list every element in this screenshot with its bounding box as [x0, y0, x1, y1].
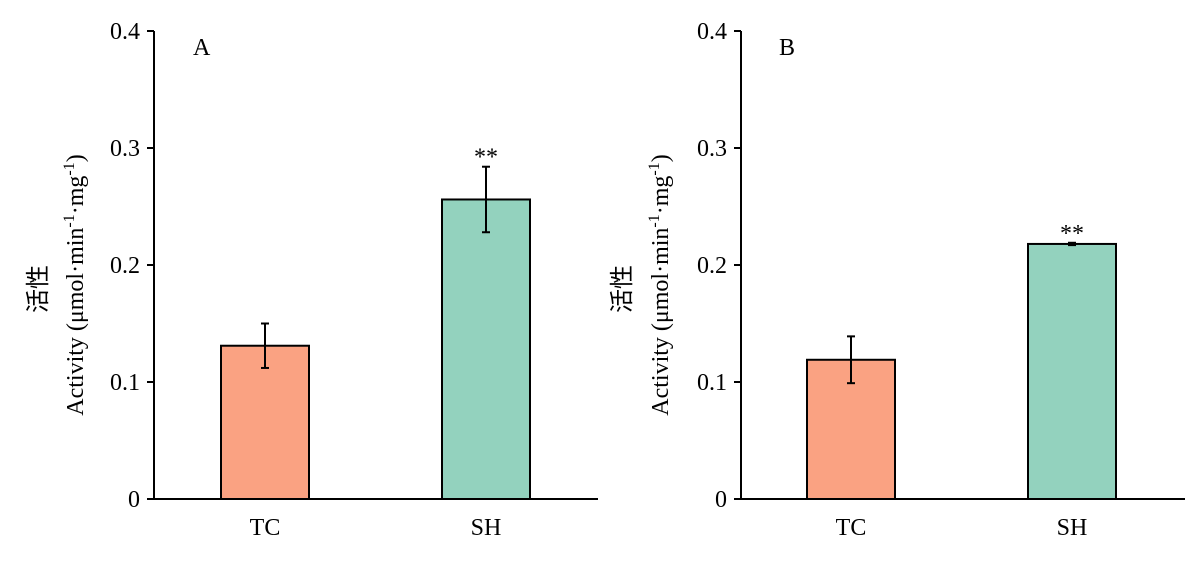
chart-panel-b: 0 0.1 0.2 0.3 0.4 TC SH ** B 活性 Activity (μmol·min… [609, 19, 1185, 541]
bar-sh [1027, 242, 1117, 500]
y-tick-label: 0.2 [697, 253, 727, 279]
x-tick-label: SH [471, 515, 502, 541]
y-axis-label-part: ·mg [648, 176, 674, 215]
y-tick-label: 0.4 [110, 19, 140, 45]
significance-mark: ** [474, 145, 498, 171]
y-axis-label-cn: 活性 [25, 265, 52, 313]
y-axis-label-part: Activity (μmol·min [63, 228, 89, 416]
panel-label: B [779, 35, 795, 61]
y-tick-label: 0.3 [697, 136, 727, 162]
y-tick-label: 0 [715, 487, 727, 513]
y-tick-label: 0.1 [697, 370, 727, 396]
y-tick-label: 0.3 [110, 136, 140, 162]
y-axis-label-part: -1 [646, 214, 663, 227]
y-axis-label-part: -1 [61, 214, 78, 227]
y-tick-label: 0.1 [110, 370, 140, 396]
y-axis-label-cn: 活性 [609, 265, 636, 313]
x-tick-label: TC [836, 515, 867, 541]
y-axis-label-part: Activity (μmol·min [648, 228, 674, 416]
panel-label: A [193, 35, 211, 61]
y-axis-label: Activity (μmol·min-1·mg-1) [646, 154, 674, 416]
significance-mark: ** [1060, 221, 1084, 247]
y-tick-label: 0.2 [110, 253, 140, 279]
x-tick-label: TC [250, 515, 281, 541]
chart-panel-a: 0 0.1 0.2 0.3 0.4 TC SH ** A 活性 Activity (μmol·min… [25, 19, 598, 541]
y-tick-label: 0 [128, 487, 140, 513]
y-axis-label-part: ) [63, 154, 89, 162]
x-tick-label: SH [1057, 515, 1088, 541]
y-axis-label-part: -1 [61, 162, 78, 175]
bar-sh [441, 198, 531, 500]
y-axis-label: Activity (μmol·min-1·mg-1) [61, 154, 89, 416]
bar-tc [220, 344, 310, 501]
y-tick-label: 0.4 [697, 19, 727, 45]
y-axis-label-part: ·mg [63, 176, 89, 215]
y-axis-label-part: -1 [646, 162, 663, 175]
y-axis-label-part: ) [648, 154, 674, 162]
